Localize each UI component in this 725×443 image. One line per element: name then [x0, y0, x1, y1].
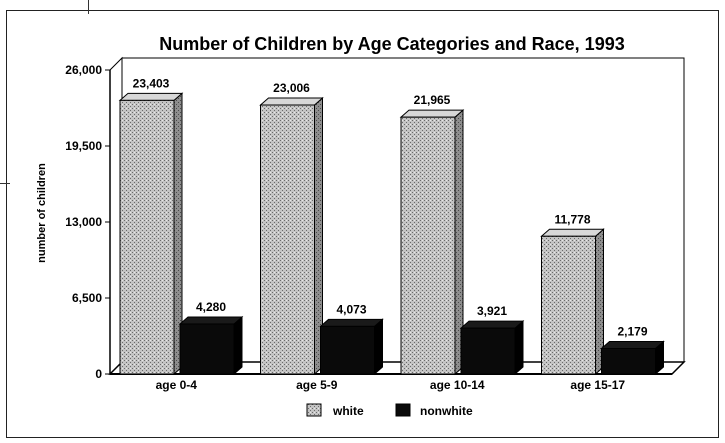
bar-top-white-age-15-17 — [540, 228, 605, 237]
bar-top-white-age-0-4 — [118, 92, 184, 101]
legend: white nonwhite — [306, 403, 473, 418]
bar-top-nonwhite-age-10-14 — [459, 320, 525, 329]
page-edge-mark — [0, 183, 10, 184]
bar-nonwhite-age-0-4 — [179, 323, 235, 375]
y-axis-label: number of children — [36, 163, 48, 263]
x-tick-label: age 0-4 — [156, 378, 198, 392]
x-tick-label: age 5-9 — [296, 378, 338, 392]
bars-layer: 23,403 4,280 23,006 4,073 21,965 3,921 11,778 2… — [118, 76, 665, 376]
data-label-white-age-5-9: 23,006 — [273, 81, 310, 95]
data-label-nonwhite-age-15-17: 2,179 — [617, 325, 647, 339]
bar-nonwhite-age-15-17 — [601, 348, 656, 375]
y-tick-label: 0 — [95, 367, 102, 381]
bar-nonwhite-age-10-14 — [460, 327, 516, 375]
data-label-white-age-10-14: 21,965 — [414, 93, 451, 107]
bar-white-age-0-4 — [119, 99, 175, 375]
data-label-nonwhite-age-0-4: 4,280 — [196, 300, 226, 314]
data-label-white-age-0-4: 23,403 — [133, 76, 170, 90]
bar-top-white-age-5-9 — [259, 97, 324, 106]
data-label-nonwhite-age-10-14: 3,921 — [477, 304, 507, 318]
y-tick-label: 13,000 — [65, 215, 102, 229]
legend-swatch-nonwhite — [395, 403, 411, 417]
data-label-nonwhite-age-5-9: 4,073 — [336, 302, 366, 316]
data-label-white-age-15-17: 11,778 — [554, 212, 590, 226]
legend-label-nonwhite: nonwhite — [420, 404, 473, 418]
bar-side-nonwhite-age-0-4 — [233, 315, 243, 376]
bar-side-nonwhite-age-5-9 — [374, 318, 383, 376]
y-tick-label: 6,500 — [72, 291, 102, 305]
bar-white-age-10-14 — [400, 116, 456, 375]
legend-label-white: white — [332, 404, 364, 418]
bar-top-nonwhite-age-5-9 — [319, 318, 384, 327]
bar-side-nonwhite-age-10-14 — [514, 320, 524, 376]
bar-top-white-age-10-14 — [399, 109, 465, 118]
bar-white-age-15-17 — [541, 235, 596, 375]
x-tick-label: age 15-17 — [570, 378, 625, 392]
y-tick-label: 26,000 — [65, 63, 102, 77]
bar-top-nonwhite-age-15-17 — [600, 341, 665, 350]
y-tick-label: 19,500 — [65, 139, 102, 153]
bar-white-age-5-9 — [260, 104, 315, 375]
bar-top-nonwhite-age-0-4 — [178, 316, 244, 325]
legend-swatch-white — [306, 403, 322, 417]
page-edge-mark — [88, 0, 89, 14]
chart-title: Number of Children by Age Categories and… — [159, 34, 624, 54]
x-tick-label: age 10-14 — [430, 378, 485, 392]
bar-nonwhite-age-5-9 — [320, 325, 375, 375]
